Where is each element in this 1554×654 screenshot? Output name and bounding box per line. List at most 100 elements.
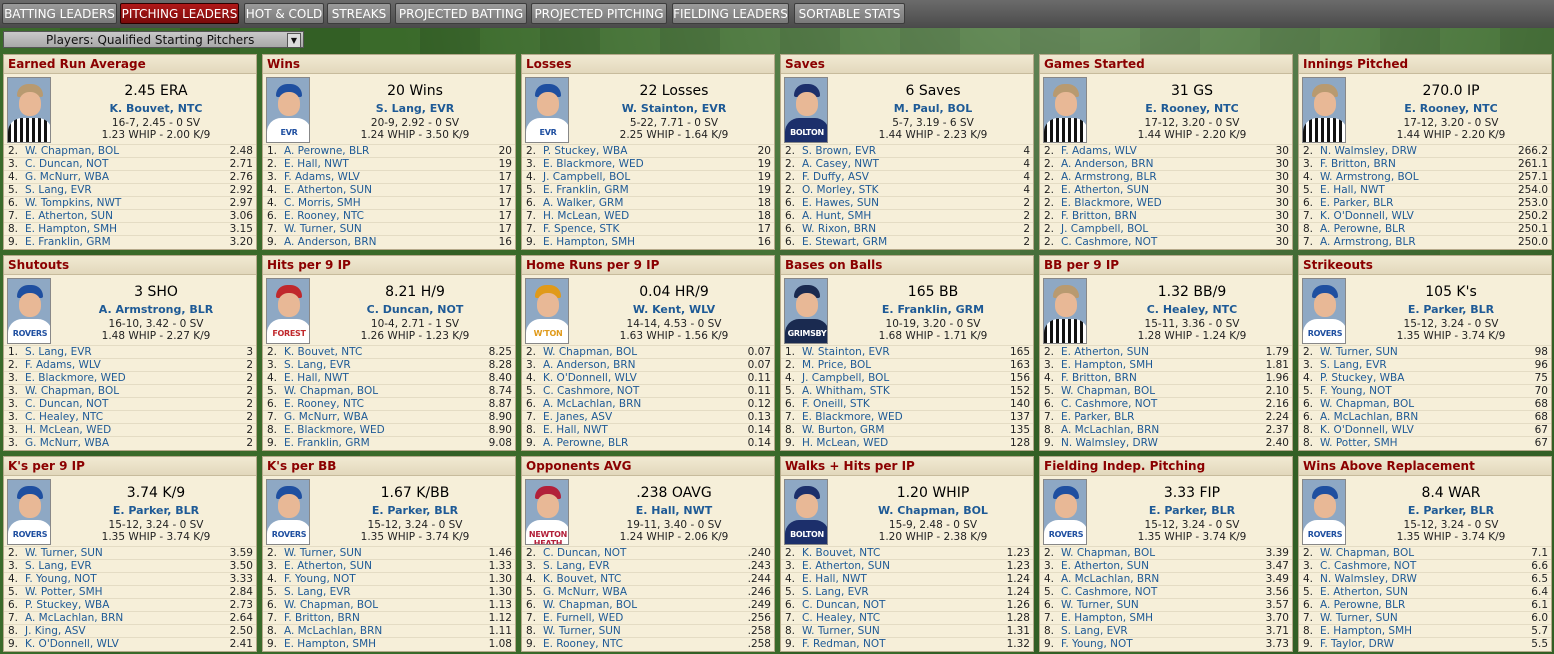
player-name-link[interactable]: E. Atherton, SUN [284,184,372,196]
player-name-link[interactable]: C. Cashmore, NOT [1320,560,1417,572]
player-name-link[interactable]: S. Lang, EVR [284,359,351,371]
leader-name-link[interactable]: E. Parker, BLR [1407,504,1495,517]
player-name-link[interactable]: A. Armstrong, BLR [1061,171,1157,183]
tab-hot-cold[interactable]: HOT & COLD [244,3,324,24]
player-name-link[interactable]: E. Blackmore, WED [1061,197,1162,209]
player-name-link[interactable]: E. Stewart, GRM [802,236,888,248]
player-name-link[interactable]: W. Chapman, BOL [284,599,379,611]
leader-name-link[interactable]: E. Parker, BLR [1407,303,1495,316]
player-name-link[interactable]: P. Stuckey, WBA [25,599,110,611]
player-photo[interactable]: EVR [525,77,569,143]
player-name-link[interactable]: A. McLachlan, BRN [284,625,383,637]
leader-name-link[interactable]: S. Lang, EVR [375,102,455,115]
player-name-link[interactable]: E. Hall, NWT [284,372,349,384]
panel-title[interactable]: Wins Above Replacement [1299,457,1551,476]
leader-name-link[interactable]: E. Parker, BLR [112,504,200,517]
player-photo[interactable]: BOLTON [784,77,828,143]
player-name-link[interactable]: E. Franklin, GRM [284,437,370,449]
leader-name-link[interactable]: E. Rooney, NTC [1404,102,1498,115]
player-name-link[interactable]: C. Duncan, NOT [25,158,109,170]
player-name-link[interactable]: W. Potter, SMH [25,586,103,598]
player-name-link[interactable]: E. Hampton, SMH [284,638,377,650]
player-name-link[interactable]: A. McLachlan, BRN [25,612,124,624]
player-name-link[interactable]: N. Walmsley, DRW [1320,573,1417,585]
player-name-link[interactable]: W. Chapman, BOL [1320,398,1415,410]
player-name-link[interactable]: P. Stuckey, WBA [1320,372,1405,384]
player-name-link[interactable]: C. Cashmore, NOT [1061,236,1158,248]
leader-name-link[interactable]: W. Chapman, BOL [878,504,988,517]
player-name-link[interactable]: W. Turner, SUN [543,625,621,637]
player-name-link[interactable]: E. Hampton, SMH [25,223,118,235]
leader-name-link[interactable]: E. Rooney, NTC [1145,102,1239,115]
player-name-link[interactable]: S. Lang, EVR [284,586,351,598]
player-name-link[interactable]: S. Lang, EVR [802,586,869,598]
player-name-link[interactable]: E. Atherton, SUN [1061,184,1149,196]
player-name-link[interactable]: F. Oneill, STK [802,398,870,410]
leader-name-link[interactable]: K. Bouvet, NTC [109,102,203,115]
player-photo[interactable]: NEWTON HEATH [525,479,569,545]
player-name-link[interactable]: A. Walker, GRM [543,197,624,209]
leader-name-link[interactable]: E. Parker, BLR [371,504,459,517]
player-name-link[interactable]: W. Turner, SUN [1061,599,1139,611]
player-photo[interactable]: ROVERS [1043,479,1087,545]
player-name-link[interactable]: H. McLean, WED [25,424,112,436]
panel-title[interactable]: Innings Pitched [1299,55,1551,74]
player-name-link[interactable]: K. O'Donnell, WLV [1320,210,1414,222]
player-photo[interactable] [7,77,51,143]
player-name-link[interactable]: W. Chapman, BOL [284,385,379,397]
leader-name-link[interactable]: C. Duncan, NOT [366,303,464,316]
player-name-link[interactable]: W. Armstrong, BOL [1320,171,1419,183]
tab-projected-batting[interactable]: PROJECTED BATTING [395,3,527,24]
player-name-link[interactable]: M. Price, BOL [802,359,872,371]
player-name-link[interactable]: E. Hampton, SMH [1061,612,1154,624]
player-name-link[interactable]: F. Britton, BRN [1061,372,1137,384]
player-name-link[interactable]: F. Adams, WLV [284,171,360,183]
player-name-link[interactable]: F. Britton, BRN [284,612,360,624]
player-name-link[interactable]: F. Adams, WLV [1061,145,1137,157]
leader-name-link[interactable]: E. Franklin, GRM [881,303,985,316]
player-name-link[interactable]: W. Burton, GRM [802,424,885,436]
player-name-link[interactable]: W. Chapman, BOL [543,346,638,358]
player-name-link[interactable]: H. McLean, WED [802,437,889,449]
player-name-link[interactable]: S. Brown, EVR [802,145,877,157]
leader-name-link[interactable]: E. Parker, BLR [1148,504,1236,517]
player-name-link[interactable]: J. King, ASV [25,625,86,637]
player-name-link[interactable]: E. Hampton, SMH [1061,359,1154,371]
player-name-link[interactable]: E. Hawes, SUN [802,197,880,209]
player-name-link[interactable]: A. Hunt, SMH [802,210,872,222]
player-name-link[interactable]: E. Franklin, GRM [543,184,629,196]
player-name-link[interactable]: W. Chapman, BOL [1061,547,1156,559]
player-name-link[interactable]: E. Franklin, GRM [25,236,111,248]
player-name-link[interactable]: F. Taylor, DRW [1320,638,1395,650]
panel-title[interactable]: Saves [781,55,1033,74]
player-photo[interactable]: ROVERS [1302,479,1346,545]
player-name-link[interactable]: E. Hampton, SMH [543,236,636,248]
player-name-link[interactable]: J. Campbell, BOL [1061,223,1149,235]
player-name-link[interactable]: E. Atherton, SUN [25,210,113,222]
player-name-link[interactable]: G. McNurr, WBA [25,437,110,449]
player-name-link[interactable]: W. Turner, SUN [284,547,362,559]
player-name-link[interactable]: A. Anderson, BRN [1061,158,1154,170]
player-name-link[interactable]: W. Chapman, BOL [543,599,638,611]
player-name-link[interactable]: W. Potter, SMH [1320,437,1398,449]
player-name-link[interactable]: G. McNurr, WBA [25,171,110,183]
player-photo[interactable]: ROVERS [1302,278,1346,344]
player-name-link[interactable]: A. Perowne, BLR [543,437,629,449]
panel-title[interactable]: K's per 9 IP [4,457,256,476]
panel-title[interactable]: Losses [522,55,774,74]
player-name-link[interactable]: W. Chapman, BOL [25,145,120,157]
player-name-link[interactable]: F. Duffy, ASV [802,171,869,183]
panel-title[interactable]: Hits per 9 IP [263,256,515,275]
player-name-link[interactable]: E. Hall, NWT [543,424,608,436]
player-photo[interactable] [1302,77,1346,143]
player-name-link[interactable]: A. McLachlan, BRN [1320,411,1419,423]
player-name-link[interactable]: A. Perowne, BLR [1320,599,1406,611]
player-name-link[interactable]: C. Cashmore, NOT [543,385,640,397]
player-photo[interactable]: GRIMSBY [784,278,828,344]
player-name-link[interactable]: W. Rixon, BRN [802,223,877,235]
player-name-link[interactable]: C. Cashmore, NOT [1061,398,1158,410]
tab-fielding-leaders[interactable]: FIELDING LEADERS [672,3,789,24]
player-name-link[interactable]: E. Hampton, SMH [1320,625,1413,637]
player-name-link[interactable]: E. Janes, ASV [543,411,613,423]
player-name-link[interactable]: W. Turner, SUN [1320,346,1398,358]
